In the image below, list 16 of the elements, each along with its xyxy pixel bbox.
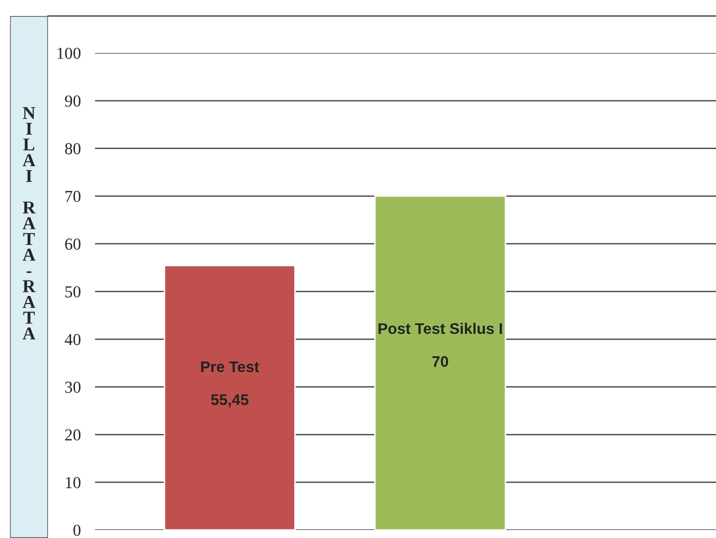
data-label: 70 [432,356,448,367]
data-label: 55,45 [211,394,248,408]
y-tick-label: 90 [64,95,80,107]
y-tick-label: 80 [65,143,80,154]
y-tick-label: 10 [66,477,80,488]
x-tick-label: Pre Test [201,362,260,372]
y-tick-label: 20 [65,429,80,441]
y-tick-label: 100 [58,48,80,59]
x-tick-label: Post Test Siklus I [378,322,502,334]
y-tick-label: 60 [65,238,80,250]
y-tick-label: 40 [64,334,80,346]
y-tick-label: 0 [73,524,80,536]
y-tick-label: 70 [66,190,80,202]
y-tick-label: 30 [65,382,80,393]
y-tick-label: 50 [65,286,80,298]
text: NILAI RATA-RATA [22,107,36,340]
